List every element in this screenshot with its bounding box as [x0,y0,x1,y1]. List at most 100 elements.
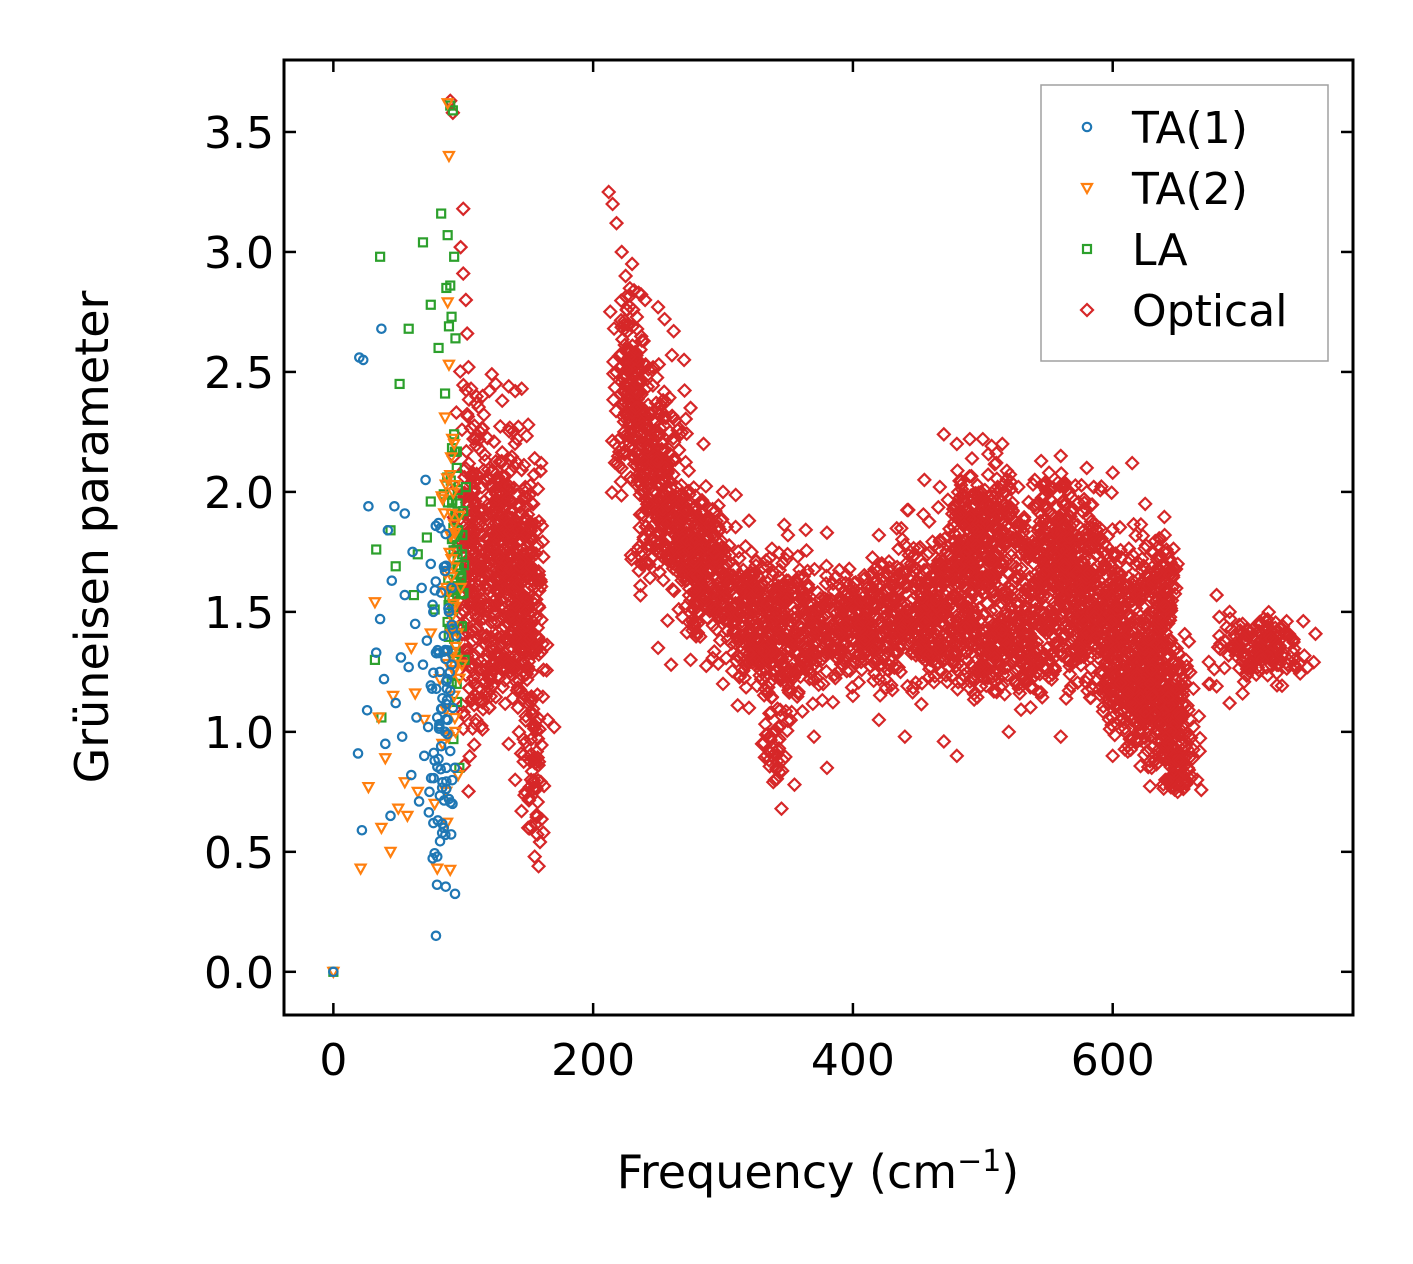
point-optical [913,575,929,591]
point-optical [1003,556,1019,572]
point-optical [959,522,975,538]
point-optical [653,396,669,413]
point-optical [1008,570,1024,586]
point-optical [1001,478,1017,494]
point-optical [947,508,963,524]
point-optical [852,593,868,609]
point-optical [1007,574,1023,590]
point-optical [509,682,525,698]
point-optical [1028,601,1044,617]
point-optical [1153,639,1169,655]
point-optical [651,543,667,559]
point-optical [738,679,754,695]
point-optical [1124,712,1140,728]
point-optical [764,614,780,630]
point-optical [770,742,786,758]
point-optical [798,522,814,538]
point-optical [487,607,504,623]
point-optical [947,629,963,645]
point-optical [1173,705,1189,721]
point-optical [473,603,489,619]
point-optical [916,562,932,578]
point-optical [791,593,807,609]
point-optical [1037,475,1053,492]
point-optical [929,556,945,573]
point-optical [950,674,966,690]
point-optical [757,643,773,659]
point-optical [1056,559,1072,575]
point-optical [478,508,494,524]
point-optical [1113,632,1130,648]
point-optical [997,500,1013,516]
point-optical [948,608,964,625]
point-optical [1049,634,1065,651]
point-optical [1080,683,1096,699]
point-optical [901,613,917,629]
point-optical [681,614,697,630]
point-optical [696,495,712,511]
point-optical [818,558,835,574]
point-optical [500,491,516,507]
point-optical [1164,663,1180,679]
point-optical [454,422,470,438]
point-optical [730,544,746,560]
point-optical [629,384,645,400]
point-optical [462,748,478,764]
point-optical [1156,598,1173,614]
point-optical [524,664,540,681]
point-optical [1001,607,1018,623]
point-optical [905,644,921,660]
point-optical [689,596,705,613]
point-optical [492,592,508,608]
point-optical [857,631,873,647]
point-optical [720,622,736,638]
point-optical [655,572,671,588]
point-optical [654,404,670,420]
point-optical [473,558,489,575]
point-optical [1048,549,1064,565]
point-optical [1083,497,1099,513]
point-optical [707,599,723,615]
point-optical [510,700,526,716]
point-optical [1149,551,1165,568]
point-optical [629,321,645,337]
point-optical [461,557,477,573]
point-optical [1084,603,1100,619]
point-optical [966,499,982,515]
point-optical [967,604,983,620]
point-optical [470,540,486,556]
point-optical [714,582,731,598]
point-optical [508,616,524,632]
point-optical [666,434,682,450]
point-optical [1088,630,1104,646]
point-optical [1096,561,1112,577]
point-optical [459,406,475,422]
point-optical [471,558,487,574]
point-optical [999,667,1015,683]
point-optical [702,516,718,532]
point-optical [746,603,762,619]
point-optical [1116,639,1133,655]
point-optical [1013,518,1029,534]
point-optical [1099,635,1116,652]
point-optical [710,656,726,672]
point-optical [1114,693,1130,709]
point-optical [984,552,1000,568]
point-optical [1121,541,1137,557]
point-optical [1104,709,1120,726]
point-optical [933,562,949,578]
point-optical [897,537,913,553]
point-optical [931,541,947,557]
point-optical [1014,560,1030,577]
point-optical [489,640,505,656]
point-optical [621,341,637,357]
point-optical [990,560,1006,576]
point-optical [1178,733,1194,749]
point-optical [897,615,913,631]
point-optical [940,492,956,508]
point-optical [980,467,996,483]
point-optical [1165,569,1181,585]
point-optical [1074,590,1090,606]
point-optical [899,678,916,694]
